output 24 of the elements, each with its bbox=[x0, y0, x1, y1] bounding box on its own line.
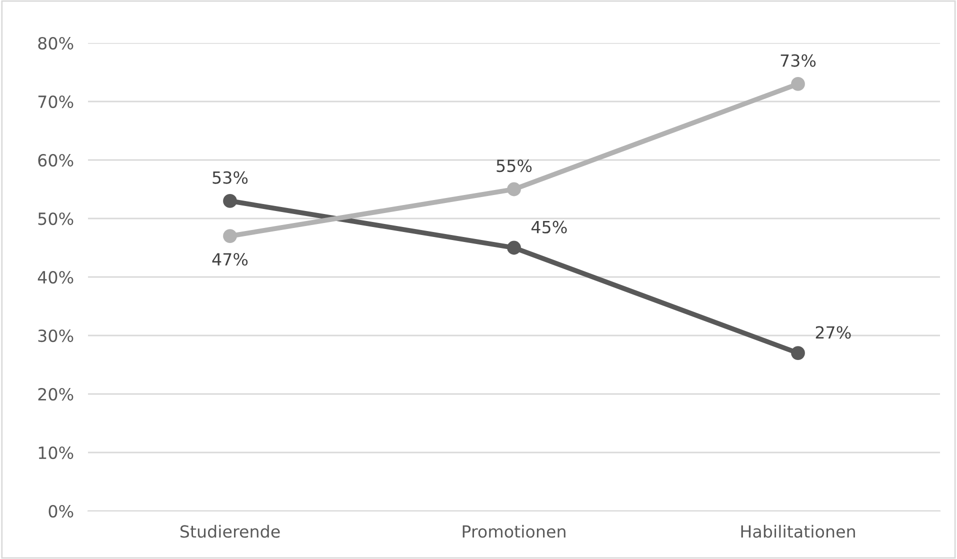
data-label: 53% bbox=[212, 171, 248, 184]
data-label: 45% bbox=[531, 220, 567, 234]
point bbox=[223, 194, 237, 208]
data-label: 73% bbox=[780, 54, 816, 67]
x-tick-label: Studierende bbox=[180, 524, 280, 538]
data-label: 27% bbox=[816, 326, 851, 339]
y-tick-label: 60% bbox=[38, 154, 74, 167]
data-label: 55% bbox=[496, 160, 532, 172]
point bbox=[507, 240, 521, 255]
data-label: 47% bbox=[212, 253, 248, 266]
y-tick-label: 80% bbox=[38, 36, 74, 50]
y-tick-label: 40% bbox=[38, 270, 74, 284]
y-tick-label: 30% bbox=[38, 329, 74, 342]
point bbox=[223, 229, 237, 243]
y-tick-label: 10% bbox=[38, 446, 74, 460]
point bbox=[507, 182, 521, 196]
y-tick-label: 20% bbox=[38, 388, 74, 401]
y-tick-label: 50% bbox=[38, 212, 74, 226]
x-tick-label: Promotionen bbox=[462, 524, 566, 538]
point bbox=[791, 77, 805, 91]
x-tick-label: Habilitationen bbox=[741, 524, 855, 538]
point bbox=[791, 346, 805, 360]
y-tick-label: 70% bbox=[38, 95, 74, 108]
y-tick-label: 0% bbox=[48, 504, 74, 518]
